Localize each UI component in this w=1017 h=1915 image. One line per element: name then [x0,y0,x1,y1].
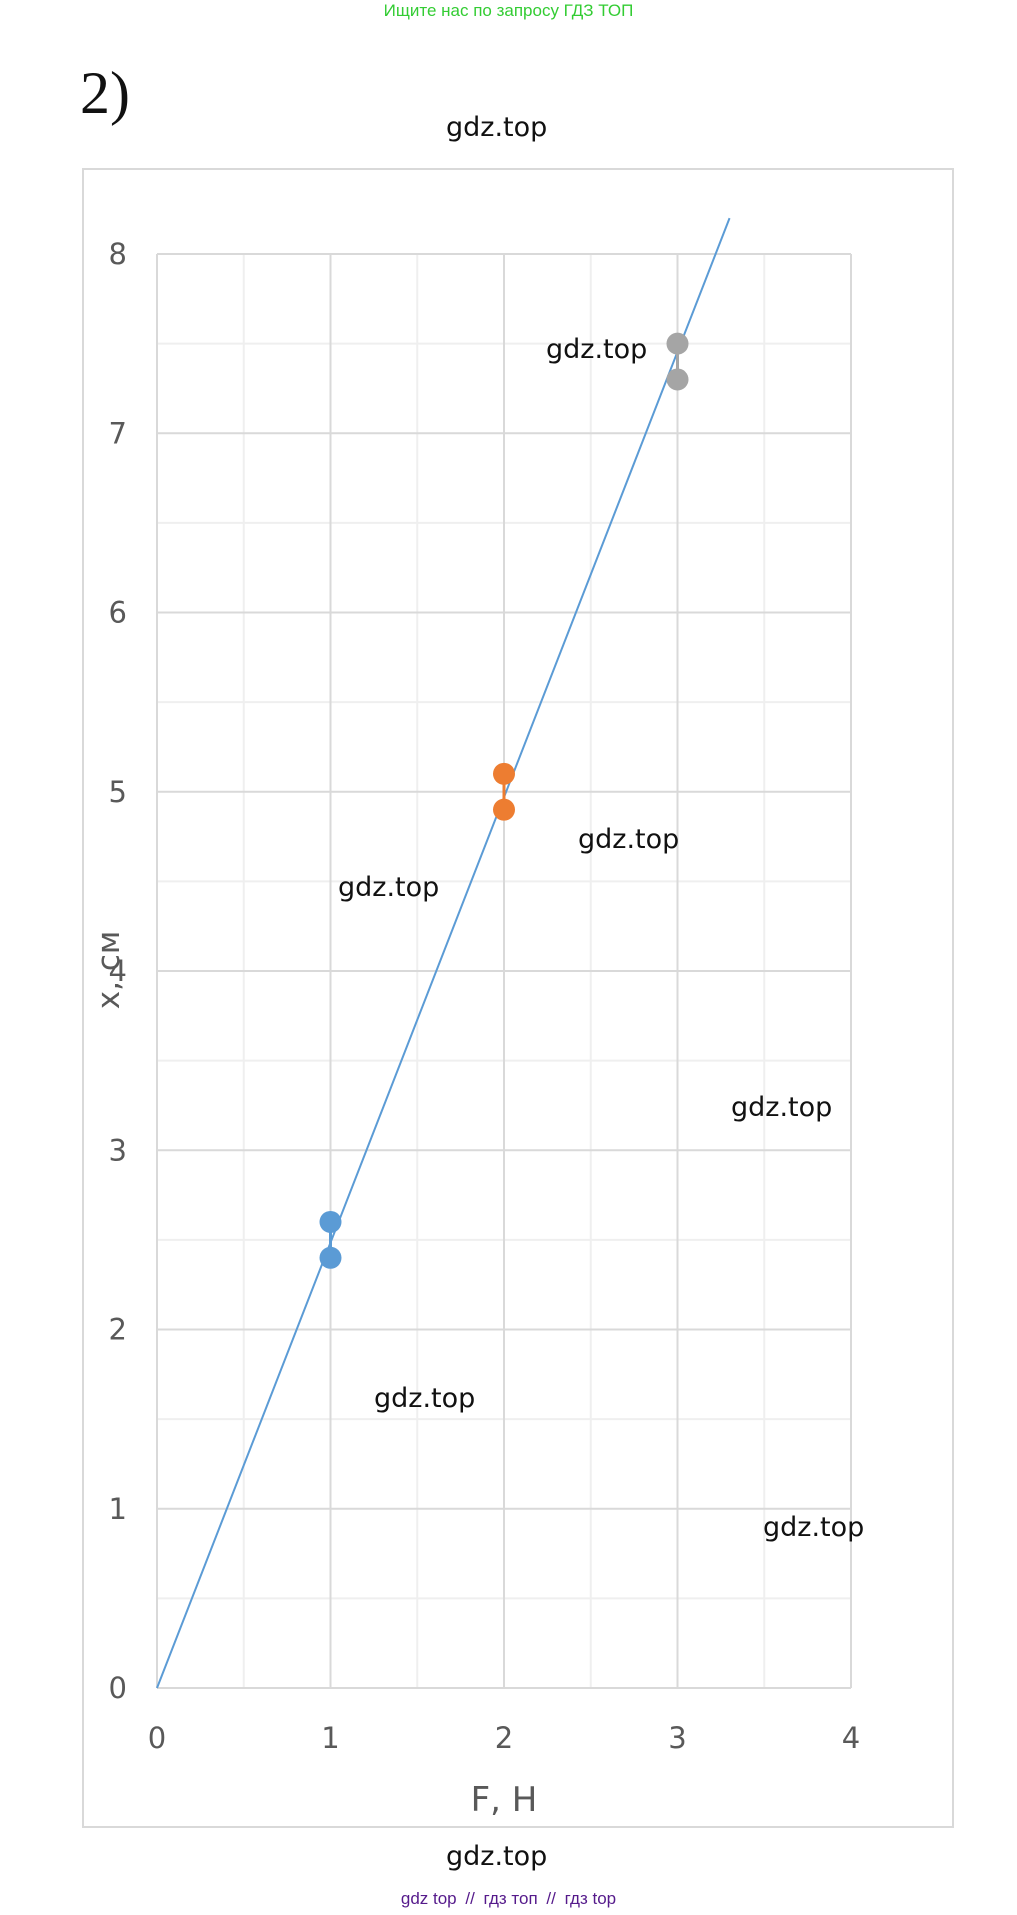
problem-number: 2) [80,60,130,126]
x-tick-label: 1 [321,1721,339,1755]
y-axis-title: x, см [91,931,127,1009]
x-tick-label: 2 [495,1721,513,1755]
footer-link-gdz-top-ru[interactable]: гдз топ [483,1889,538,1908]
data-point [319,1210,342,1233]
data-point [666,368,689,391]
y-tick-label: 8 [109,237,127,271]
y-tick-label: 2 [109,1313,127,1347]
y-tick-label: 7 [109,416,127,450]
y-tick-label: 0 [109,1671,127,1705]
data-point [319,1246,342,1269]
footer-separator: // [546,1889,556,1908]
watermark-mid-right: gdz.top [578,824,680,855]
watermark-bottom: gdz.top [446,1841,548,1872]
footer-link-gdz-top-mixed[interactable]: гдз top [564,1889,617,1908]
chart-frame: 0 1 2 3 4 0 1 2 3 4 5 6 7 8 F, Н x, см [82,168,954,1828]
x-tick-label: 4 [842,1721,860,1755]
watermark-lower-right: gdz.top [763,1512,865,1543]
watermark-mid-left: gdz.top [338,872,440,903]
watermark-upper-right: gdz.top [546,334,648,365]
y-tick-label: 3 [109,1133,127,1167]
x-axis-title: F, Н [471,1780,538,1820]
footer-links: gdz top // гдз топ // гдз top [0,1888,1017,1910]
data-point [666,332,689,355]
data-point [493,762,515,785]
y-tick-label: 5 [109,775,127,809]
trendline [156,217,731,1689]
footer-separator: // [465,1889,475,1908]
chart-svg: 0 1 2 3 4 0 1 2 3 4 5 6 7 8 F, Н x, см [91,217,860,1820]
watermark-right: gdz.top [731,1092,833,1123]
data-point [493,798,515,821]
y-tick-label: 6 [109,596,127,630]
x-tick-label: 3 [668,1721,686,1755]
watermark-top: gdz.top [446,112,548,143]
top-banner[interactable]: Ищите нас по запросу ГДЗ ТОП [383,1,634,20]
footer-link-gdz-top[interactable]: gdz top [400,1889,457,1908]
watermark-lower-left: gdz.top [374,1383,476,1414]
x-tick-label: 0 [148,1721,166,1755]
y-tick-label: 1 [109,1492,127,1526]
y-tick-label: 4 [109,954,127,988]
